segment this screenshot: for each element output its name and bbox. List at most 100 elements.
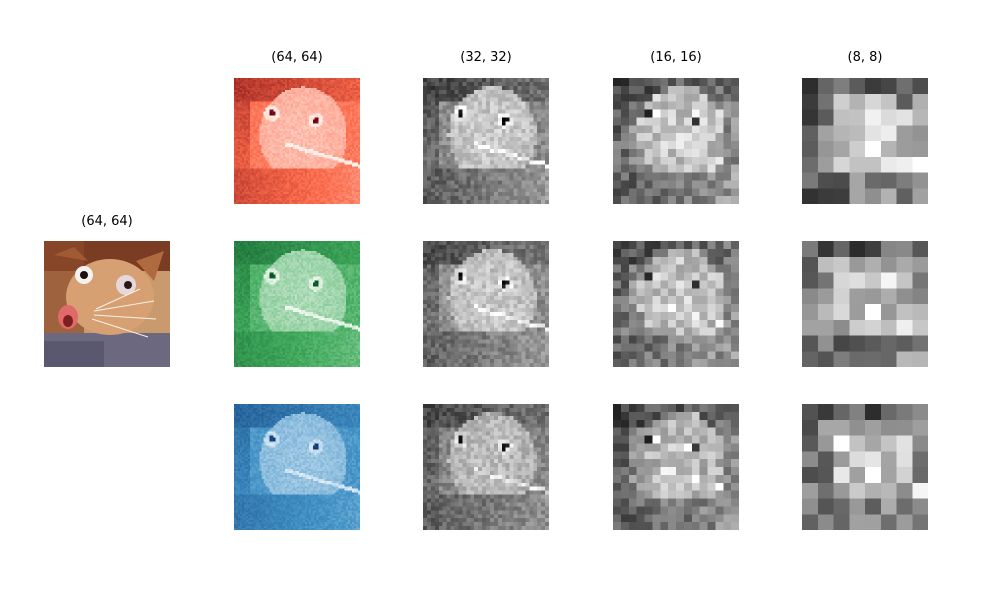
pixel xyxy=(318,184,321,187)
pixel xyxy=(320,194,323,197)
pixel xyxy=(297,125,300,128)
pixel xyxy=(454,97,459,102)
pixel xyxy=(297,144,300,147)
pixel xyxy=(293,182,296,185)
pixel xyxy=(352,196,355,199)
pixel xyxy=(293,148,296,151)
pixel xyxy=(298,95,301,98)
pixel xyxy=(340,83,343,86)
pixel xyxy=(279,127,282,130)
pixel xyxy=(454,152,459,157)
pixel xyxy=(269,158,272,161)
pixel xyxy=(312,117,315,120)
pixel xyxy=(344,93,347,96)
pixel xyxy=(259,180,262,183)
pixel xyxy=(300,178,303,181)
pixel xyxy=(344,78,347,81)
pixel xyxy=(482,141,487,146)
pixel xyxy=(346,141,349,144)
pixel xyxy=(314,89,317,92)
pixel xyxy=(245,135,248,138)
pixel xyxy=(312,176,315,179)
pixel xyxy=(298,200,301,203)
pixel xyxy=(348,81,351,84)
pixel xyxy=(267,184,270,187)
pixel xyxy=(239,105,242,108)
pixel xyxy=(466,164,471,169)
pixel xyxy=(358,89,360,92)
pixel xyxy=(322,144,325,147)
pixel xyxy=(245,198,248,201)
pixel xyxy=(344,115,347,118)
pixel xyxy=(322,202,325,204)
pixel xyxy=(334,144,337,147)
pixel xyxy=(430,148,435,153)
pixel xyxy=(265,137,268,140)
pixel xyxy=(489,172,494,177)
pixel xyxy=(354,111,357,114)
pixel xyxy=(474,141,479,146)
pixel xyxy=(462,101,467,106)
pixel xyxy=(245,182,248,185)
pixel xyxy=(243,148,246,151)
pixel xyxy=(243,85,246,88)
pixel xyxy=(350,129,353,132)
pixel xyxy=(234,89,237,92)
pixel xyxy=(466,78,471,83)
pixel xyxy=(300,164,303,167)
pixel xyxy=(328,142,331,145)
pixel xyxy=(314,129,317,132)
pixel xyxy=(310,119,313,122)
pixel xyxy=(340,170,343,173)
pixel xyxy=(285,121,288,124)
pixel xyxy=(525,184,530,189)
pixel xyxy=(340,194,343,197)
pixel xyxy=(255,194,258,197)
pixel xyxy=(251,146,254,149)
pixel xyxy=(289,170,292,173)
pixel xyxy=(328,152,331,155)
pixel xyxy=(466,129,471,134)
pixel xyxy=(289,178,292,181)
pixel xyxy=(291,91,294,94)
pixel xyxy=(517,172,522,177)
pixel xyxy=(273,129,276,132)
pixel xyxy=(281,158,284,161)
pixel xyxy=(328,192,331,195)
pixel xyxy=(493,176,498,181)
pixel xyxy=(348,148,351,151)
pixel xyxy=(295,168,298,171)
pixel xyxy=(356,127,359,130)
pixel xyxy=(344,194,347,197)
pixel xyxy=(308,184,311,187)
pixel xyxy=(533,152,538,157)
pixel xyxy=(273,144,276,147)
pixel xyxy=(259,182,262,185)
pixel xyxy=(356,105,359,108)
pixel xyxy=(430,113,435,118)
pixel xyxy=(302,78,305,81)
pixel xyxy=(255,152,258,155)
pixel xyxy=(297,79,300,82)
pixel xyxy=(454,105,459,110)
pixel xyxy=(497,164,502,169)
pixel xyxy=(344,135,347,138)
pixel xyxy=(434,89,439,94)
pixel xyxy=(340,105,343,108)
pixel xyxy=(304,144,307,147)
pixel xyxy=(249,85,252,88)
pixel xyxy=(261,97,264,100)
pixel xyxy=(237,91,240,94)
pixel xyxy=(285,198,288,201)
pixel xyxy=(517,105,522,110)
pixel xyxy=(245,168,248,171)
pixel xyxy=(263,192,266,195)
pixel xyxy=(249,97,252,100)
pixel xyxy=(344,174,347,177)
pixel xyxy=(283,200,286,203)
pixel xyxy=(326,180,329,183)
pixel xyxy=(340,160,343,163)
pixel xyxy=(247,109,250,112)
pixel xyxy=(302,131,305,134)
pixel xyxy=(318,186,321,189)
